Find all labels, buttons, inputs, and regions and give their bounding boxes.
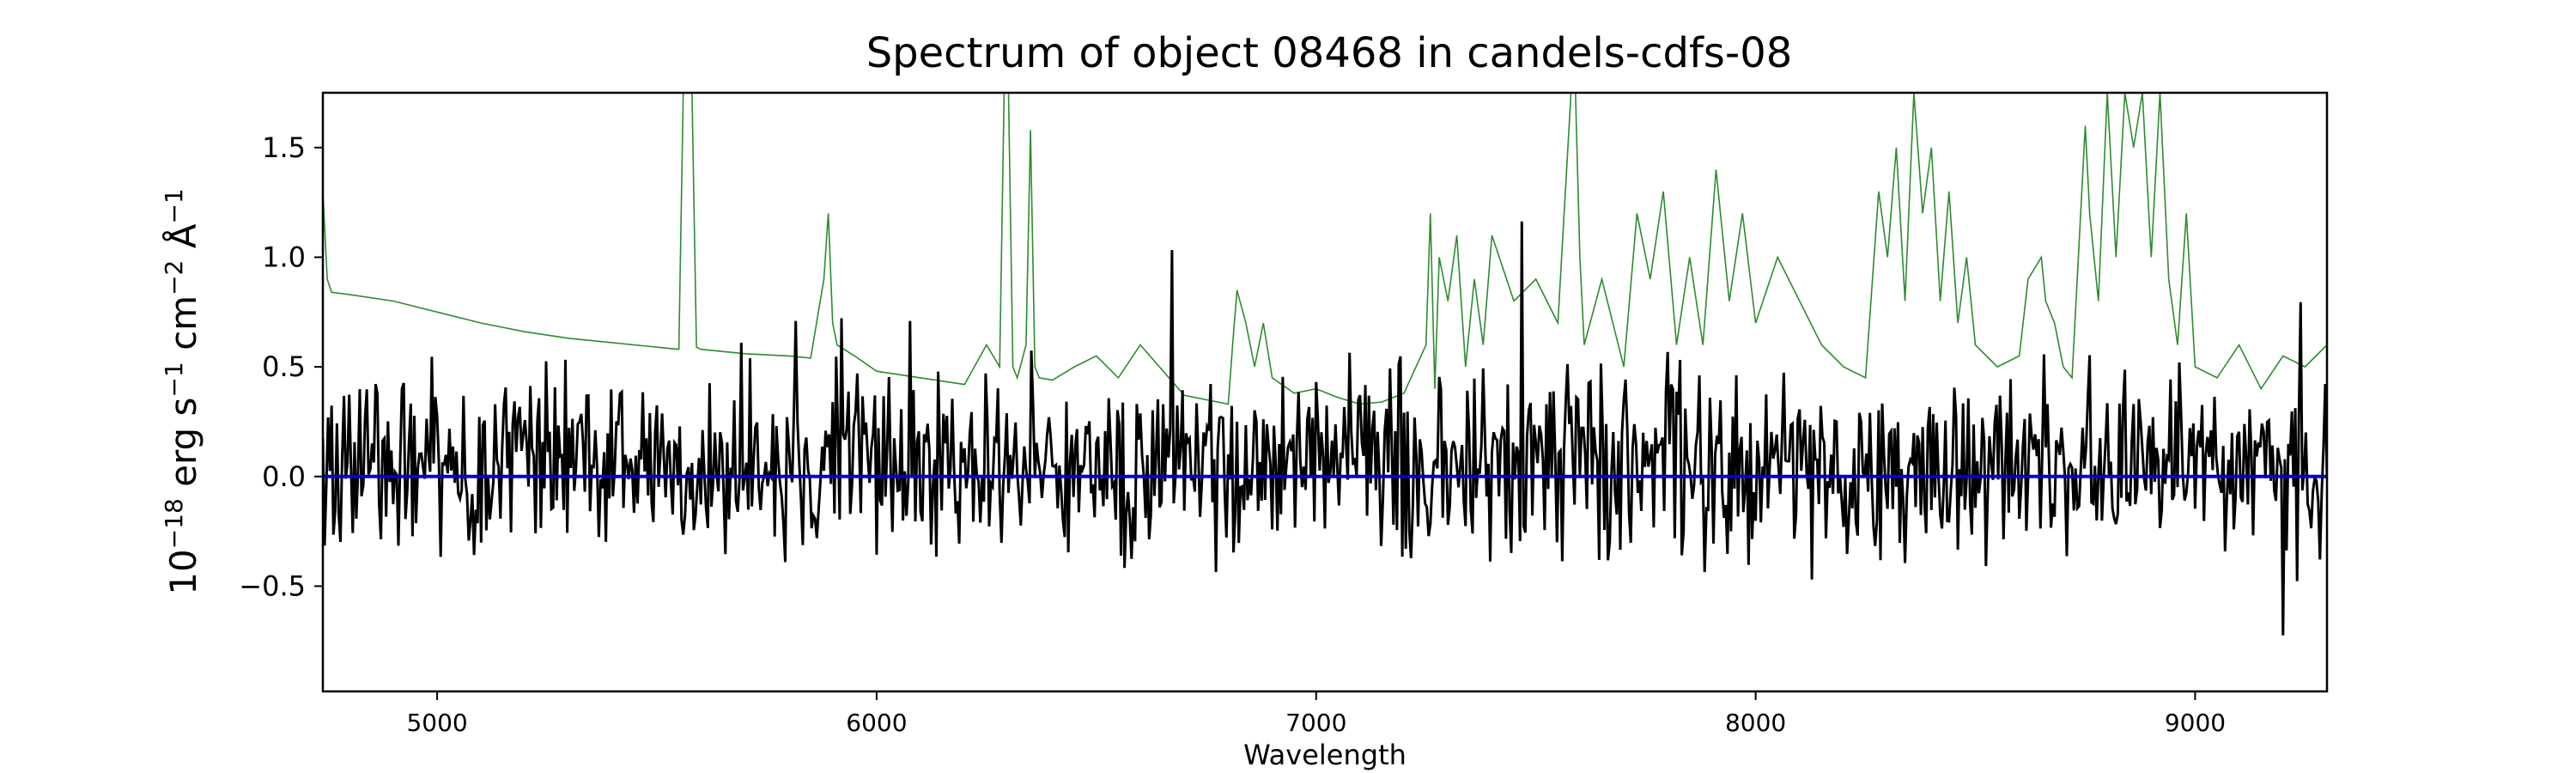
y-label-text: erg s	[162, 398, 204, 499]
y-tick-label: −0.5	[239, 569, 306, 602]
y-label-cm: cm	[162, 295, 204, 362]
x-axis-label: Wavelength	[1243, 739, 1406, 771]
plot-frame	[321, 91, 2329, 693]
y-label-prefix-exp: −18	[160, 498, 188, 549]
chart-title: Spectrum of object 08468 in candels-cdfs…	[866, 29, 1793, 77]
noise-spectrum-line	[323, 93, 2327, 405]
y-tick-label: 1.5	[262, 131, 306, 164]
x-tick-label: 8000	[1725, 709, 1786, 737]
y-tick-label: 0.0	[262, 460, 306, 493]
flux-spectrum-line	[323, 221, 2327, 636]
x-tick-label: 5000	[406, 709, 467, 737]
y-label-s-exp: −1	[160, 362, 188, 397]
y-tick-label: 1.0	[262, 240, 306, 273]
series-layer	[323, 93, 2327, 636]
x-tick-label: 7000	[1285, 709, 1346, 737]
x-tick-label: 9000	[2165, 709, 2226, 737]
y-label-cm-exp: −2	[160, 260, 188, 295]
y-label-prefix: 10	[162, 549, 204, 594]
y-label-angstrom: Å	[161, 223, 204, 259]
y-tick-label: 0.5	[262, 350, 306, 383]
y-axis-label: 10−18 erg s−1 cm−2 Å−1	[160, 188, 204, 594]
x-axis: 5000 6000 7000 8000 9000	[406, 691, 2226, 737]
x-tick-label: 6000	[846, 709, 907, 737]
y-axis: −0.5 0.0 0.5 1.0 1.5	[239, 131, 323, 602]
y-label-angstrom-exp: −1	[160, 188, 188, 223]
